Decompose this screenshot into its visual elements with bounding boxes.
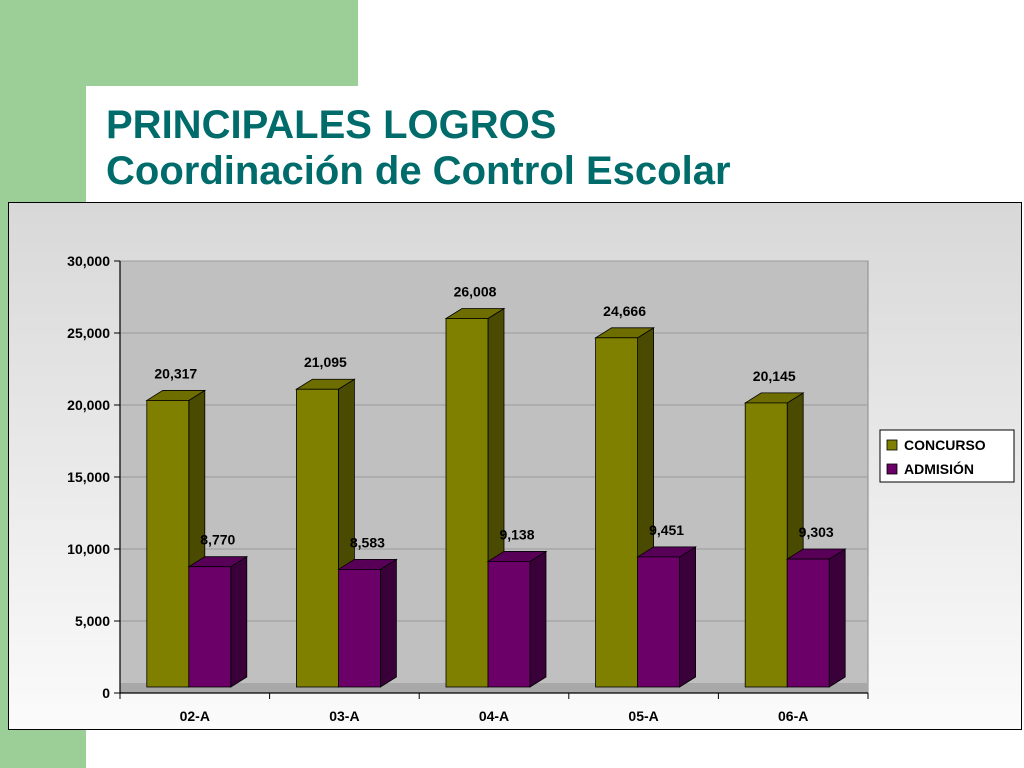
y-tick-label: 10,000 <box>67 541 110 557</box>
top-green-band <box>0 0 358 86</box>
legend-label: CONCURSO <box>904 437 986 453</box>
bar-side-admisión <box>230 555 248 688</box>
bar-concurso-06-A <box>744 402 788 688</box>
bar-admisión-02-A <box>188 566 232 688</box>
legend-swatch-concurso <box>886 439 898 451</box>
x-category-label: 04-A <box>479 708 509 724</box>
x-category-label: 03-A <box>329 708 359 724</box>
bar-admisión-04-A <box>487 561 531 688</box>
x-category-label: 05-A <box>628 708 658 724</box>
legend-box <box>879 429 1015 483</box>
data-label: 8,770 <box>200 532 235 548</box>
data-label: 21,095 <box>304 354 347 370</box>
bar-side-admisión <box>679 546 696 688</box>
data-label: 26,008 <box>454 283 497 299</box>
data-label: 9,303 <box>799 524 834 540</box>
data-label: 20,317 <box>154 365 197 381</box>
bar-admisión-05-A <box>637 556 680 688</box>
y-tick-label: 15,000 <box>67 469 110 485</box>
bar-concurso-03-A <box>295 388 339 688</box>
data-label: 9,138 <box>499 526 534 542</box>
y-tick-label: 25,000 <box>67 325 110 341</box>
x-category-label: 06-A <box>778 708 808 724</box>
y-tick-label: 5,000 <box>75 613 110 629</box>
bar-side-admisión <box>529 550 547 688</box>
y-tick-label: 0 <box>102 685 110 701</box>
data-label: 9,451 <box>649 522 684 538</box>
data-label: 24,666 <box>603 303 646 319</box>
legend-label: ADMISIÓN <box>904 460 974 477</box>
y-tick-label: 20,000 <box>67 397 110 413</box>
data-label: 20,145 <box>753 368 796 384</box>
title-line-1: PRINCIPALES LOGROS <box>106 103 557 147</box>
bar-concurso-04-A <box>445 318 489 688</box>
data-label: 8,583 <box>350 534 385 550</box>
title-line-2: Coordinación de Control Escolar <box>106 149 731 193</box>
bar-admisión-06-A <box>786 558 830 688</box>
bar-admisión-03-A <box>337 569 381 688</box>
bar-side-admisión <box>379 558 397 688</box>
slide-title: PRINCIPALES LOGROS Coordinación de Contr… <box>106 102 731 194</box>
y-tick-label: 30,000 <box>67 253 110 269</box>
bar-concurso-05-A <box>595 337 638 688</box>
bar-side-admisión <box>828 548 846 688</box>
x-category-label: 02-A <box>180 708 210 724</box>
bar-concurso-02-A <box>146 400 190 688</box>
legend-swatch-admisión <box>886 463 898 475</box>
